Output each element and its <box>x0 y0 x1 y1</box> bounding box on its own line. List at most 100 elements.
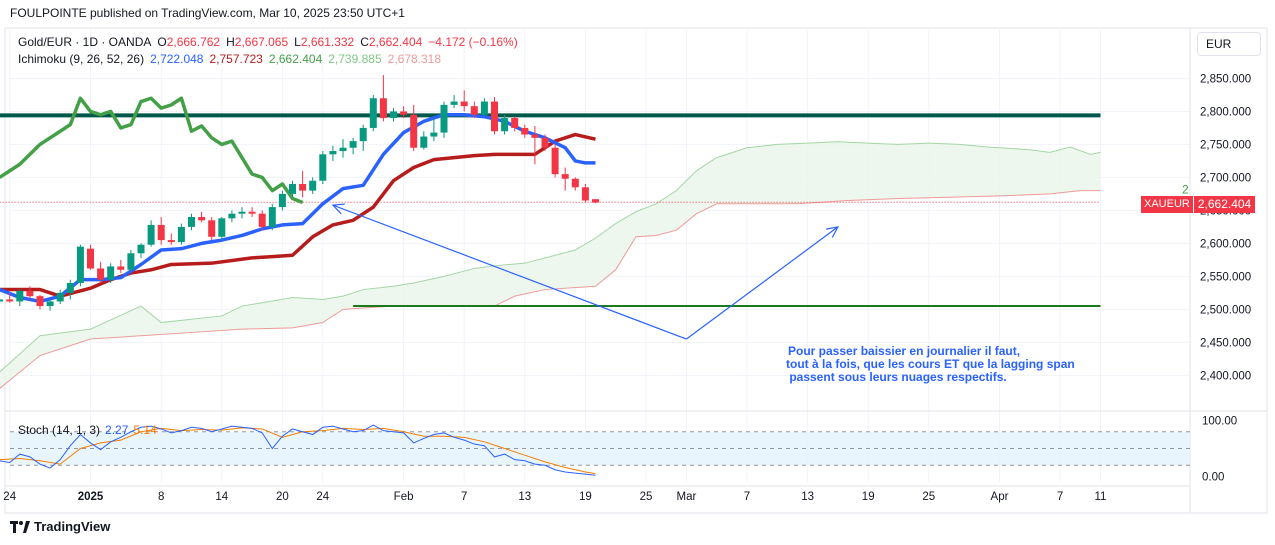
candle-body <box>571 178 579 188</box>
candle-body <box>258 213 266 227</box>
x-tick-label: 24 <box>3 491 16 503</box>
stoch-tick-label: 100.00 <box>1202 416 1237 428</box>
stoch-k-value: 2.27 <box>105 423 129 437</box>
stoch-label[interactable]: Stoch (14, 1, 3) <box>18 423 101 437</box>
candle-body <box>66 282 74 293</box>
x-tick-label: Mar <box>676 491 696 503</box>
published-text: FOULPOINTE published on TradingView.com,… <box>10 6 405 20</box>
currency-selector[interactable]: EUR <box>1197 32 1261 56</box>
candle-body <box>248 211 256 214</box>
candle-body <box>339 147 347 152</box>
candle-body <box>147 224 155 245</box>
ichimoku-cloud <box>0 141 1101 389</box>
x-tick-label: 14 <box>215 491 228 503</box>
candle-body <box>36 296 44 307</box>
y-tick-label: 2,750.000 <box>1200 139 1251 151</box>
candle-body <box>592 199 599 203</box>
candle-body <box>268 207 276 227</box>
y-tick-label: 2,800.000 <box>1200 106 1251 118</box>
x-tick-label: 13 <box>518 491 531 503</box>
candle-body <box>521 127 529 135</box>
currency-label: EUR <box>1206 37 1232 51</box>
candle-body <box>0 299 4 302</box>
open-label: O <box>157 35 167 49</box>
y-tick-label: 2,600.000 <box>1200 238 1251 250</box>
candle-body <box>167 240 175 243</box>
candle-body <box>400 111 408 115</box>
change-value: −4.172 (−0.16%) <box>428 35 518 49</box>
candle-body <box>299 184 307 191</box>
candle-body <box>228 213 236 219</box>
footer-brand-text: TradingView <box>34 519 111 534</box>
annotation-arrows <box>331 203 840 340</box>
candle-body <box>410 114 418 148</box>
close-value: 2,662.404 <box>368 35 423 49</box>
ichimoku-legend: Ichimoku (9, 26, 52, 26) 2,722.048 2,757.7… <box>18 52 447 66</box>
price-tag-value: 2,662.404 <box>1193 196 1256 213</box>
candle-body <box>531 134 539 138</box>
annotation-line-1: Pour passer baissier en journalier il fa… <box>788 344 1021 358</box>
candle-body <box>137 244 145 254</box>
annotation-text: Pour passer baissier en journalier il fa… <box>786 345 1146 384</box>
y-tick-label: 2,450.000 <box>1200 337 1251 349</box>
candle-body <box>46 301 54 307</box>
x-tick-label: 19 <box>579 491 592 503</box>
candle-body <box>289 184 296 194</box>
candle-body <box>16 290 24 302</box>
candle-body <box>319 154 327 181</box>
candle-body <box>349 141 357 148</box>
stochastic-pane <box>0 424 1190 476</box>
x-tick-label: 25 <box>922 491 935 503</box>
stoch-legend: Stoch (14, 1, 3) 2.27 5.14 <box>18 423 162 437</box>
ichimoku-lagging-value: 2,662.404 <box>268 52 323 66</box>
symbol-label[interactable]: Gold/EUR · 1D · OANDA <box>18 35 152 49</box>
candle-body <box>6 299 14 302</box>
candle-body <box>26 290 34 297</box>
candle-body <box>198 216 206 221</box>
y-tick-label: 2,550.000 <box>1200 271 1251 283</box>
candle-body <box>581 187 589 201</box>
chart-frame <box>4 27 1268 514</box>
candle-body <box>188 216 195 227</box>
candle-body <box>97 268 105 280</box>
footer-brand[interactable]: TradingView <box>10 519 110 534</box>
last-price-tag: XAUEUR 2,662.404 <box>1141 196 1256 213</box>
annotation-arrow <box>686 226 839 340</box>
candle-body <box>208 220 216 237</box>
candle-body <box>177 226 185 243</box>
candle-body <box>56 292 64 302</box>
y-tick-label: 2,400.000 <box>1200 370 1251 382</box>
x-tick-label: 2025 <box>78 491 104 503</box>
candle-body <box>390 111 397 119</box>
candle-body <box>561 174 569 179</box>
cloud-fill <box>0 141 1101 389</box>
leading-span-a <box>0 141 1101 373</box>
candle-body <box>359 127 367 142</box>
close-label: C <box>360 35 369 49</box>
candle-body <box>369 98 377 128</box>
candle-body <box>551 147 559 175</box>
x-tick-label: 7 <box>461 491 467 503</box>
x-tick-label: Feb <box>394 491 414 503</box>
candle-body <box>238 211 246 214</box>
annotation-line-2: tout à la fois, que les cours ET que la … <box>786 357 1075 371</box>
leading-span-b <box>0 190 1101 389</box>
ichimoku-tenkan-value: 2,722.048 <box>150 52 204 66</box>
candle-body <box>76 246 84 283</box>
candle-body <box>491 101 498 132</box>
ichimoku-label[interactable]: Ichimoku (9, 26, 52, 26) <box>18 52 145 66</box>
x-tick-label: 11 <box>1095 491 1107 503</box>
candle-body <box>450 101 458 105</box>
candle-body <box>501 118 509 132</box>
candle-body <box>511 118 519 128</box>
ichimoku-kijun-value: 2,757.723 <box>209 52 263 66</box>
high-value: 2,667.065 <box>234 35 289 49</box>
x-tick-label: 24 <box>316 491 329 503</box>
candle-body <box>430 132 438 137</box>
horizontal-lines <box>0 113 1101 308</box>
tradingview-logo-icon <box>10 520 30 533</box>
candle-body <box>470 106 478 115</box>
price-tag-symbol: XAUEUR <box>1141 196 1193 213</box>
y-tick-label: 2,850.000 <box>1200 73 1251 85</box>
